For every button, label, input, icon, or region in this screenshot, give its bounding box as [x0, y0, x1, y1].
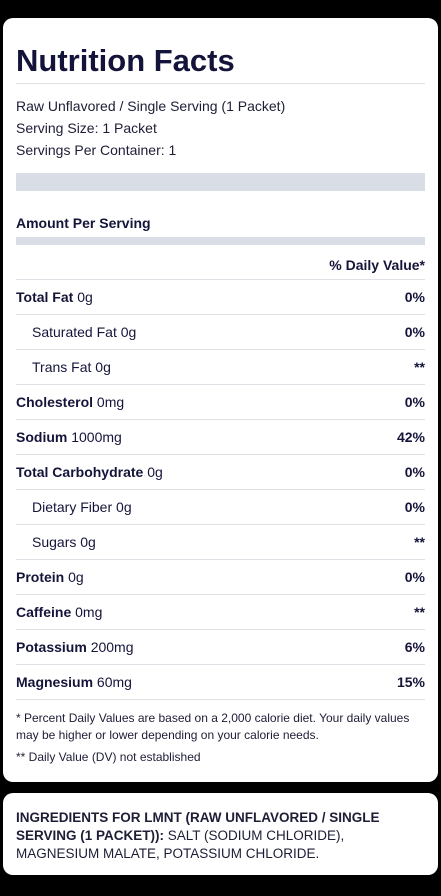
- daily-value-header: % Daily Value*: [329, 257, 425, 273]
- nutrient-amount: 1000mg: [71, 429, 122, 445]
- nutrient-name: Dietary Fiber: [32, 499, 113, 515]
- nutrient-amount: 0mg: [75, 604, 103, 620]
- nutrient-name: Trans Fat: [32, 359, 92, 375]
- nutrient-label: Saturated Fat 0g: [16, 315, 136, 349]
- nutrient-row: Potassium 200mg 6%: [16, 629, 425, 664]
- nutrient-amount: 0g: [95, 359, 111, 375]
- nutrient-row: Caffeine 0mg **: [16, 594, 425, 629]
- nutrient-name: Caffeine: [16, 604, 72, 620]
- nutrient-name: Total Carbohydrate: [16, 464, 144, 480]
- nutrient-amount: 0g: [116, 499, 132, 515]
- serving-info: Raw Unflavored / Single Serving (1 Packe…: [16, 95, 425, 161]
- nutrient-name: Cholesterol: [16, 394, 94, 410]
- nutrient-name: Potassium: [16, 639, 87, 655]
- nutrient-daily-value: **: [414, 359, 425, 375]
- nutrient-name: Total Fat: [16, 289, 74, 305]
- footnotes: * Percent Daily Values are based on a 2,…: [16, 699, 425, 766]
- nutrient-row: Total Carbohydrate 0g 0%: [16, 454, 425, 489]
- nutrient-daily-value: 0%: [404, 394, 425, 410]
- nutrient-daily-value: 0%: [404, 289, 425, 305]
- nutrient-label: Protein 0g: [16, 560, 84, 594]
- nutrition-facts-title: Nutrition Facts: [16, 43, 235, 78]
- nutrient-label: Sugars 0g: [16, 525, 96, 559]
- serving-size: Serving Size: 1 Packet: [16, 120, 157, 136]
- nutrient-amount: 0mg: [96, 394, 125, 410]
- nutrient-row: Trans Fat 0g **: [16, 349, 425, 384]
- nutrient-name: Sodium: [16, 429, 68, 445]
- nutrient-name: Magnesium: [16, 674, 94, 690]
- nutrient-daily-value: 0%: [404, 464, 425, 480]
- nutrient-label: Potassium 200mg: [16, 630, 134, 664]
- ingredients-panel: INGREDIENTS FOR LMNT (RAW UNFLAVORED / S…: [3, 793, 438, 875]
- ingredients-list: SALT (SODIUM CHLORIDE), MAGNESIUM MALATE…: [16, 828, 345, 861]
- nutrient-row: Total Fat 0g 0%: [16, 279, 425, 314]
- nutrient-label: Magnesium 60mg: [16, 665, 132, 699]
- nutrient-amount: 60mg: [96, 674, 132, 690]
- nutrient-daily-value: **: [414, 604, 425, 620]
- nutrient-row: Protein 0g 0%: [16, 559, 425, 594]
- footnote-daily-values: * Percent Daily Values are based on a 2,…: [16, 711, 410, 742]
- nutrient-row: Magnesium 60mg 15%: [16, 664, 425, 699]
- servings-per-container: Servings Per Container: 1: [16, 142, 177, 158]
- nutrient-name: Saturated Fat: [32, 324, 117, 340]
- nutrient-name: Protein: [16, 569, 65, 585]
- nutrient-label: Cholesterol 0mg: [16, 385, 124, 419]
- nutrient-rows: Total Fat 0g 0% Saturated Fat 0g 0% Trans Fa…: [16, 279, 425, 699]
- footnote-dv-not-established: ** Daily Value (DV) not established: [16, 750, 201, 764]
- nutrient-label: Caffeine 0mg: [16, 595, 102, 629]
- nutrition-facts-panel: Nutrition Facts Raw Unflavored / Single …: [3, 18, 438, 782]
- thick-divider: [16, 173, 425, 191]
- nutrient-daily-value: 0%: [404, 324, 425, 340]
- nutrient-daily-value: 42%: [396, 429, 425, 445]
- serving-description: Raw Unflavored / Single Serving (1 Packe…: [16, 98, 286, 114]
- nutrient-amount: 0g: [147, 464, 163, 480]
- amount-per-serving-label: Amount Per Serving: [16, 215, 151, 231]
- ingredients-heading: INGREDIENTS FOR LMNT (RAW UNFLAVORED / S…: [16, 810, 380, 843]
- nutrient-label: Trans Fat 0g: [16, 350, 111, 384]
- ingredients-text: INGREDIENTS FOR LMNT (RAW UNFLAVORED / S…: [16, 809, 425, 863]
- nutrient-row: Cholesterol 0mg 0%: [16, 384, 425, 419]
- nutrient-row: Sugars 0g **: [16, 524, 425, 559]
- nutrient-daily-value: 15%: [396, 674, 425, 690]
- medium-divider: [16, 237, 425, 245]
- nutrient-daily-value: 0%: [404, 499, 425, 515]
- nutrient-daily-value: 6%: [404, 639, 425, 655]
- nutrient-label: Total Carbohydrate 0g: [16, 455, 163, 489]
- nutrient-label: Dietary Fiber 0g: [16, 490, 132, 524]
- nutrient-row: Sodium 1000mg 42%: [16, 419, 425, 454]
- nutrient-label: Sodium 1000mg: [16, 420, 122, 454]
- nutrient-amount: 0g: [68, 569, 84, 585]
- nutrient-amount: 0g: [77, 289, 93, 305]
- nutrient-row: Dietary Fiber 0g 0%: [16, 489, 425, 524]
- nutrient-amount: 200mg: [90, 639, 134, 655]
- nutrient-row: Saturated Fat 0g 0%: [16, 314, 425, 349]
- nutrient-daily-value: **: [414, 534, 425, 550]
- nutrient-amount: 0g: [120, 324, 137, 340]
- nutrient-daily-value: 0%: [404, 569, 425, 585]
- nutrient-name: Sugars: [32, 534, 77, 550]
- nutrient-label: Total Fat 0g: [16, 280, 93, 314]
- nutrient-amount: 0g: [80, 534, 96, 550]
- divider: [16, 83, 425, 84]
